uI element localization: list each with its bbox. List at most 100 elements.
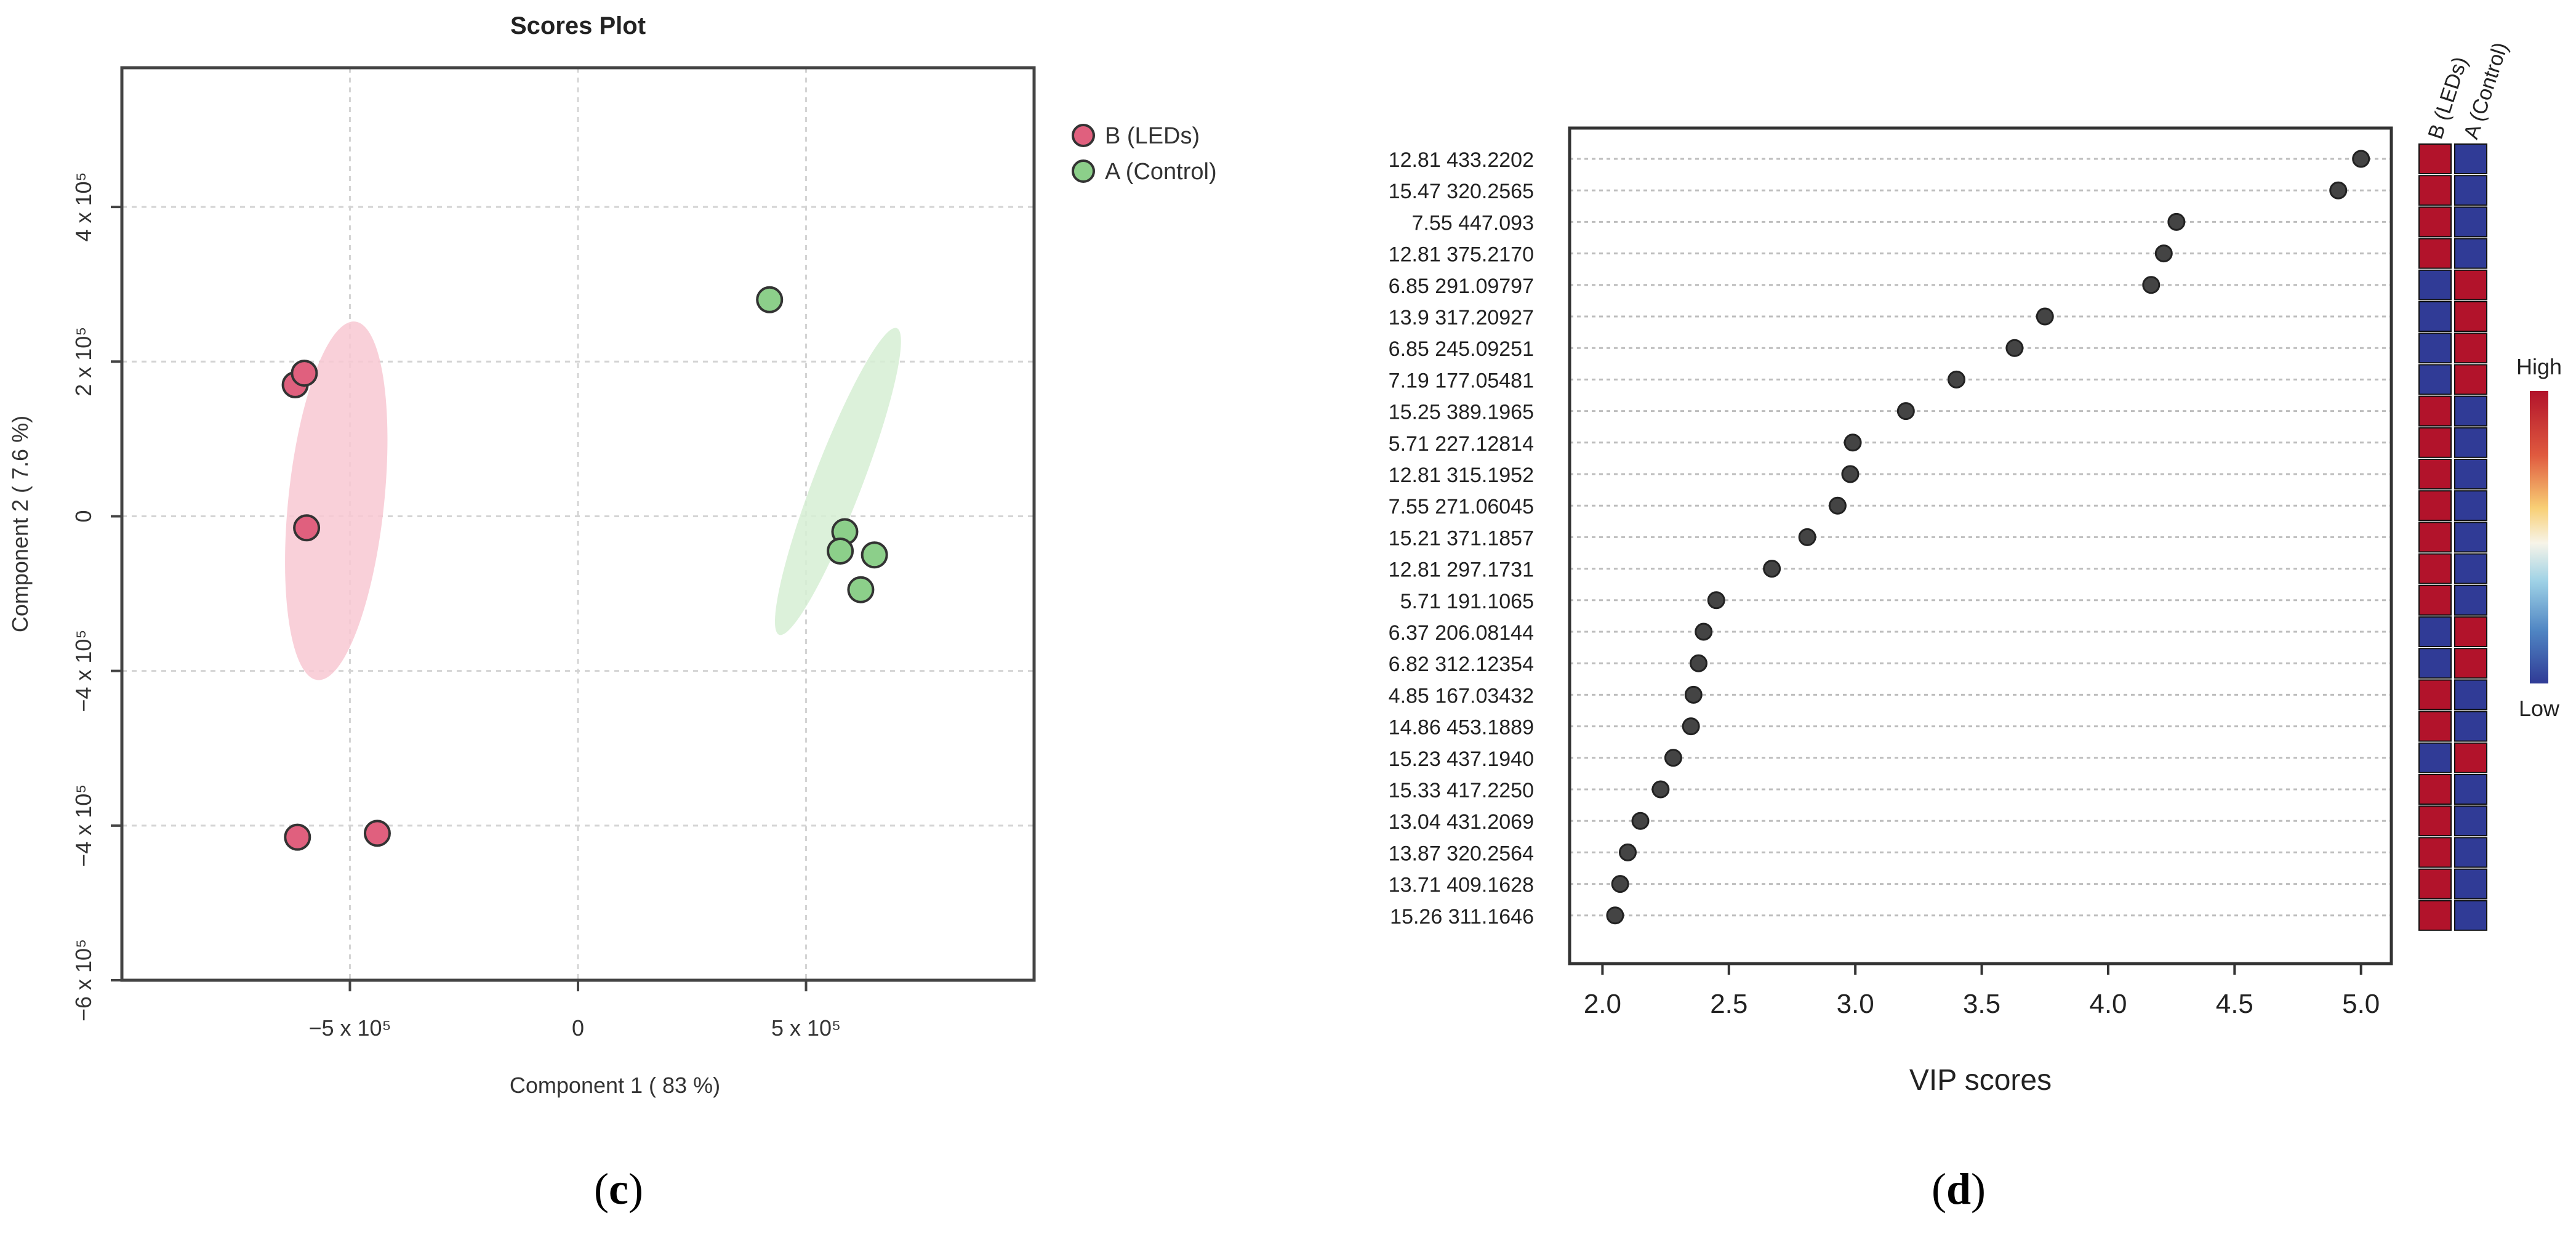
feature-label: 6.85 245.09251 bbox=[1389, 337, 1534, 361]
heatmap-cell bbox=[2418, 175, 2452, 206]
legend-marker-b bbox=[1072, 124, 1095, 147]
heatmap-cell bbox=[2418, 616, 2452, 647]
legend-label-b: B (LEDs) bbox=[1105, 123, 1200, 149]
vip-point bbox=[2167, 212, 2186, 231]
y-axis-title: Component 2 ( 7.6 %) bbox=[7, 416, 33, 632]
x-axis-title: Component 1 ( 83 %) bbox=[510, 1073, 720, 1098]
heatmap-cell bbox=[2454, 269, 2487, 300]
score-point-a bbox=[847, 576, 875, 603]
heatmap-cell bbox=[2454, 427, 2487, 458]
heatmap-cell bbox=[2454, 143, 2487, 174]
heatmap-cell bbox=[2418, 427, 2452, 458]
heatmap-cell bbox=[2418, 459, 2452, 490]
heatmap-cell bbox=[2454, 868, 2487, 900]
vip-point bbox=[1798, 528, 1816, 546]
heatmap-cell bbox=[2454, 395, 2487, 427]
heatmap-column-label: A (Control) bbox=[2459, 39, 2512, 142]
feature-label: 6.37 206.08144 bbox=[1389, 621, 1534, 645]
feature-label: 14.86 453.1889 bbox=[1389, 716, 1534, 739]
vip-point bbox=[2142, 276, 2161, 294]
x-tick-label: 2.0 bbox=[1584, 989, 1621, 1019]
vip-point bbox=[1689, 654, 1707, 672]
heatmap-cell bbox=[2418, 364, 2452, 395]
feature-label: 4.85 167.03432 bbox=[1389, 684, 1534, 707]
heatmap-cell bbox=[2454, 364, 2487, 395]
confidence-ellipse-a bbox=[774, 328, 901, 635]
vip-point bbox=[1841, 465, 1860, 483]
heatmap-cell bbox=[2418, 206, 2452, 238]
heatmap-cell bbox=[2454, 616, 2487, 647]
x-tick-label: 3.5 bbox=[1963, 989, 2000, 1019]
colorbar-high-label: High bbox=[2516, 354, 2562, 379]
heatmap-cell bbox=[2418, 332, 2452, 364]
confidence-ellipse-b bbox=[285, 321, 388, 680]
score-point-b bbox=[284, 823, 311, 851]
feature-label: 6.82 312.12354 bbox=[1389, 653, 1534, 676]
heatmap-cell bbox=[2454, 805, 2487, 837]
vip-point bbox=[2036, 307, 2054, 326]
scores-plot-panel: Scores Plot −5 x 10⁵ 0 5 x 10⁵ Component 1 (… bbox=[7, 12, 1217, 1098]
heatmap-cell bbox=[2418, 868, 2452, 900]
vip-point bbox=[1684, 685, 1703, 704]
score-point-b bbox=[363, 820, 391, 847]
vip-point bbox=[1828, 496, 1847, 515]
heatmap-cell bbox=[2454, 837, 2487, 868]
feature-label: 15.21 371.1857 bbox=[1389, 526, 1534, 550]
y-tick-label: 4 x 10⁵ bbox=[71, 172, 96, 242]
heatmap-cell bbox=[2454, 711, 2487, 742]
x-axis-title: VIP scores bbox=[1909, 1064, 2052, 1097]
heatmap-cell bbox=[2418, 269, 2452, 300]
heatmap-cell bbox=[2418, 238, 2452, 269]
heatmap-cell bbox=[2454, 490, 2487, 522]
heatmap-cell bbox=[2418, 522, 2452, 553]
y-tick-label: −6 x 10⁵ bbox=[71, 939, 96, 1021]
plot-frame bbox=[1568, 126, 2393, 965]
vip-point bbox=[1844, 433, 1862, 452]
legend-label-a: A (Control) bbox=[1105, 159, 1217, 185]
heatmap-cell bbox=[2454, 238, 2487, 269]
x-tick-label: 3.0 bbox=[1837, 989, 1874, 1019]
feature-label: 12.81 433.2202 bbox=[1389, 148, 1534, 172]
heatmap-cell bbox=[2418, 711, 2452, 742]
feature-label: 15.25 389.1965 bbox=[1389, 401, 1534, 424]
feature-label: 7.19 177.05481 bbox=[1389, 369, 1534, 392]
heatmap-cell bbox=[2418, 395, 2452, 427]
heatmap-cell bbox=[2454, 459, 2487, 490]
feature-label: 13.04 431.2069 bbox=[1389, 810, 1534, 834]
heatmap-cell bbox=[2454, 900, 2487, 931]
feature-label: 15.26 311.1646 bbox=[1390, 905, 1534, 929]
heatmap-cell bbox=[2418, 742, 2452, 773]
chart-title: Scores Plot bbox=[510, 12, 646, 39]
feature-label: 5.71 227.12814 bbox=[1389, 432, 1534, 456]
heatmap-cell bbox=[2418, 490, 2452, 522]
heatmap-cell bbox=[2454, 584, 2487, 616]
heatmap-cell bbox=[2418, 900, 2452, 931]
feature-label: 15.47 320.2565 bbox=[1389, 180, 1534, 203]
vip-point bbox=[2005, 339, 2024, 357]
feature-label: 7.55 271.06045 bbox=[1389, 495, 1534, 518]
feature-label: 13.9 317.20927 bbox=[1389, 306, 1534, 329]
x-tick-label: 0 bbox=[572, 1015, 584, 1041]
vip-point bbox=[1896, 402, 1915, 421]
y-tick-label: −4 x 10⁵ bbox=[71, 784, 96, 867]
heatmap-cell bbox=[2418, 805, 2452, 837]
y-tick-label: 0 bbox=[71, 510, 96, 522]
vip-point bbox=[1664, 749, 1682, 767]
x-tick-label: 4.0 bbox=[2089, 989, 2127, 1019]
vip-point bbox=[1763, 560, 1781, 578]
heatmap-cell bbox=[2454, 553, 2487, 584]
vip-point bbox=[1695, 623, 1713, 641]
heatmap-cell bbox=[2454, 301, 2487, 332]
feature-label: 13.71 409.1628 bbox=[1389, 874, 1534, 897]
feature-label: 15.23 437.1940 bbox=[1389, 747, 1534, 771]
heatmap-cell bbox=[2454, 648, 2487, 679]
heatmap-cell bbox=[2454, 332, 2487, 364]
vip-point bbox=[1682, 717, 1700, 736]
heatmap-cell bbox=[2418, 837, 2452, 868]
x-tick-label: −5 x 10⁵ bbox=[308, 1015, 391, 1041]
heatmap-cell bbox=[2418, 553, 2452, 584]
heatmap-cell bbox=[2418, 679, 2452, 711]
feature-label: 12.81 375.2170 bbox=[1389, 243, 1534, 267]
heatmap-cell bbox=[2418, 143, 2452, 174]
